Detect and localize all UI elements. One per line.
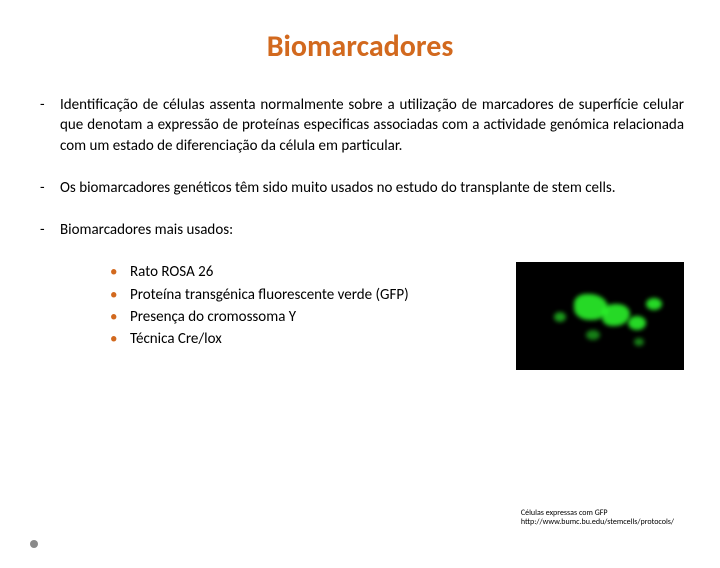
figure-caption: Células expressas com GFP http://www.bum… bbox=[521, 509, 674, 528]
sub-list-item: Técnica Cre/lox bbox=[106, 329, 504, 349]
list-item: Identificação de células assenta normalm… bbox=[36, 95, 684, 156]
caption-line: http://www.bumc.bu.edu/stemcells/protoco… bbox=[521, 518, 674, 528]
page-title: Biomarcadores bbox=[0, 28, 720, 65]
sub-list-item: Proteína transgénica fluorescente verde … bbox=[106, 285, 504, 305]
fluorescent-blob bbox=[602, 304, 630, 326]
sub-list-item: Presença do cromossoma Y bbox=[106, 307, 504, 327]
gfp-image bbox=[516, 262, 684, 370]
fluorescent-blob bbox=[634, 338, 644, 346]
list-item: Biomarcadores mais usados: bbox=[36, 220, 684, 240]
decorative-dot-icon bbox=[30, 540, 38, 548]
list-item: Os biomarcadores genéticos têm sido muit… bbox=[36, 178, 684, 198]
sub-list: Rato ROSA 26 Proteína transgénica fluore… bbox=[106, 262, 504, 370]
fluorescent-blob bbox=[554, 312, 566, 322]
fluorescent-blob bbox=[628, 316, 646, 330]
fluorescent-blob bbox=[586, 330, 600, 340]
main-list: Identificação de células assenta normalm… bbox=[36, 95, 684, 240]
content-area: Identificação de células assenta normalm… bbox=[0, 95, 720, 370]
sub-list-item: Rato ROSA 26 bbox=[106, 262, 504, 282]
fluorescent-blob bbox=[646, 298, 662, 310]
sub-area: Rato ROSA 26 Proteína transgénica fluore… bbox=[36, 262, 684, 370]
